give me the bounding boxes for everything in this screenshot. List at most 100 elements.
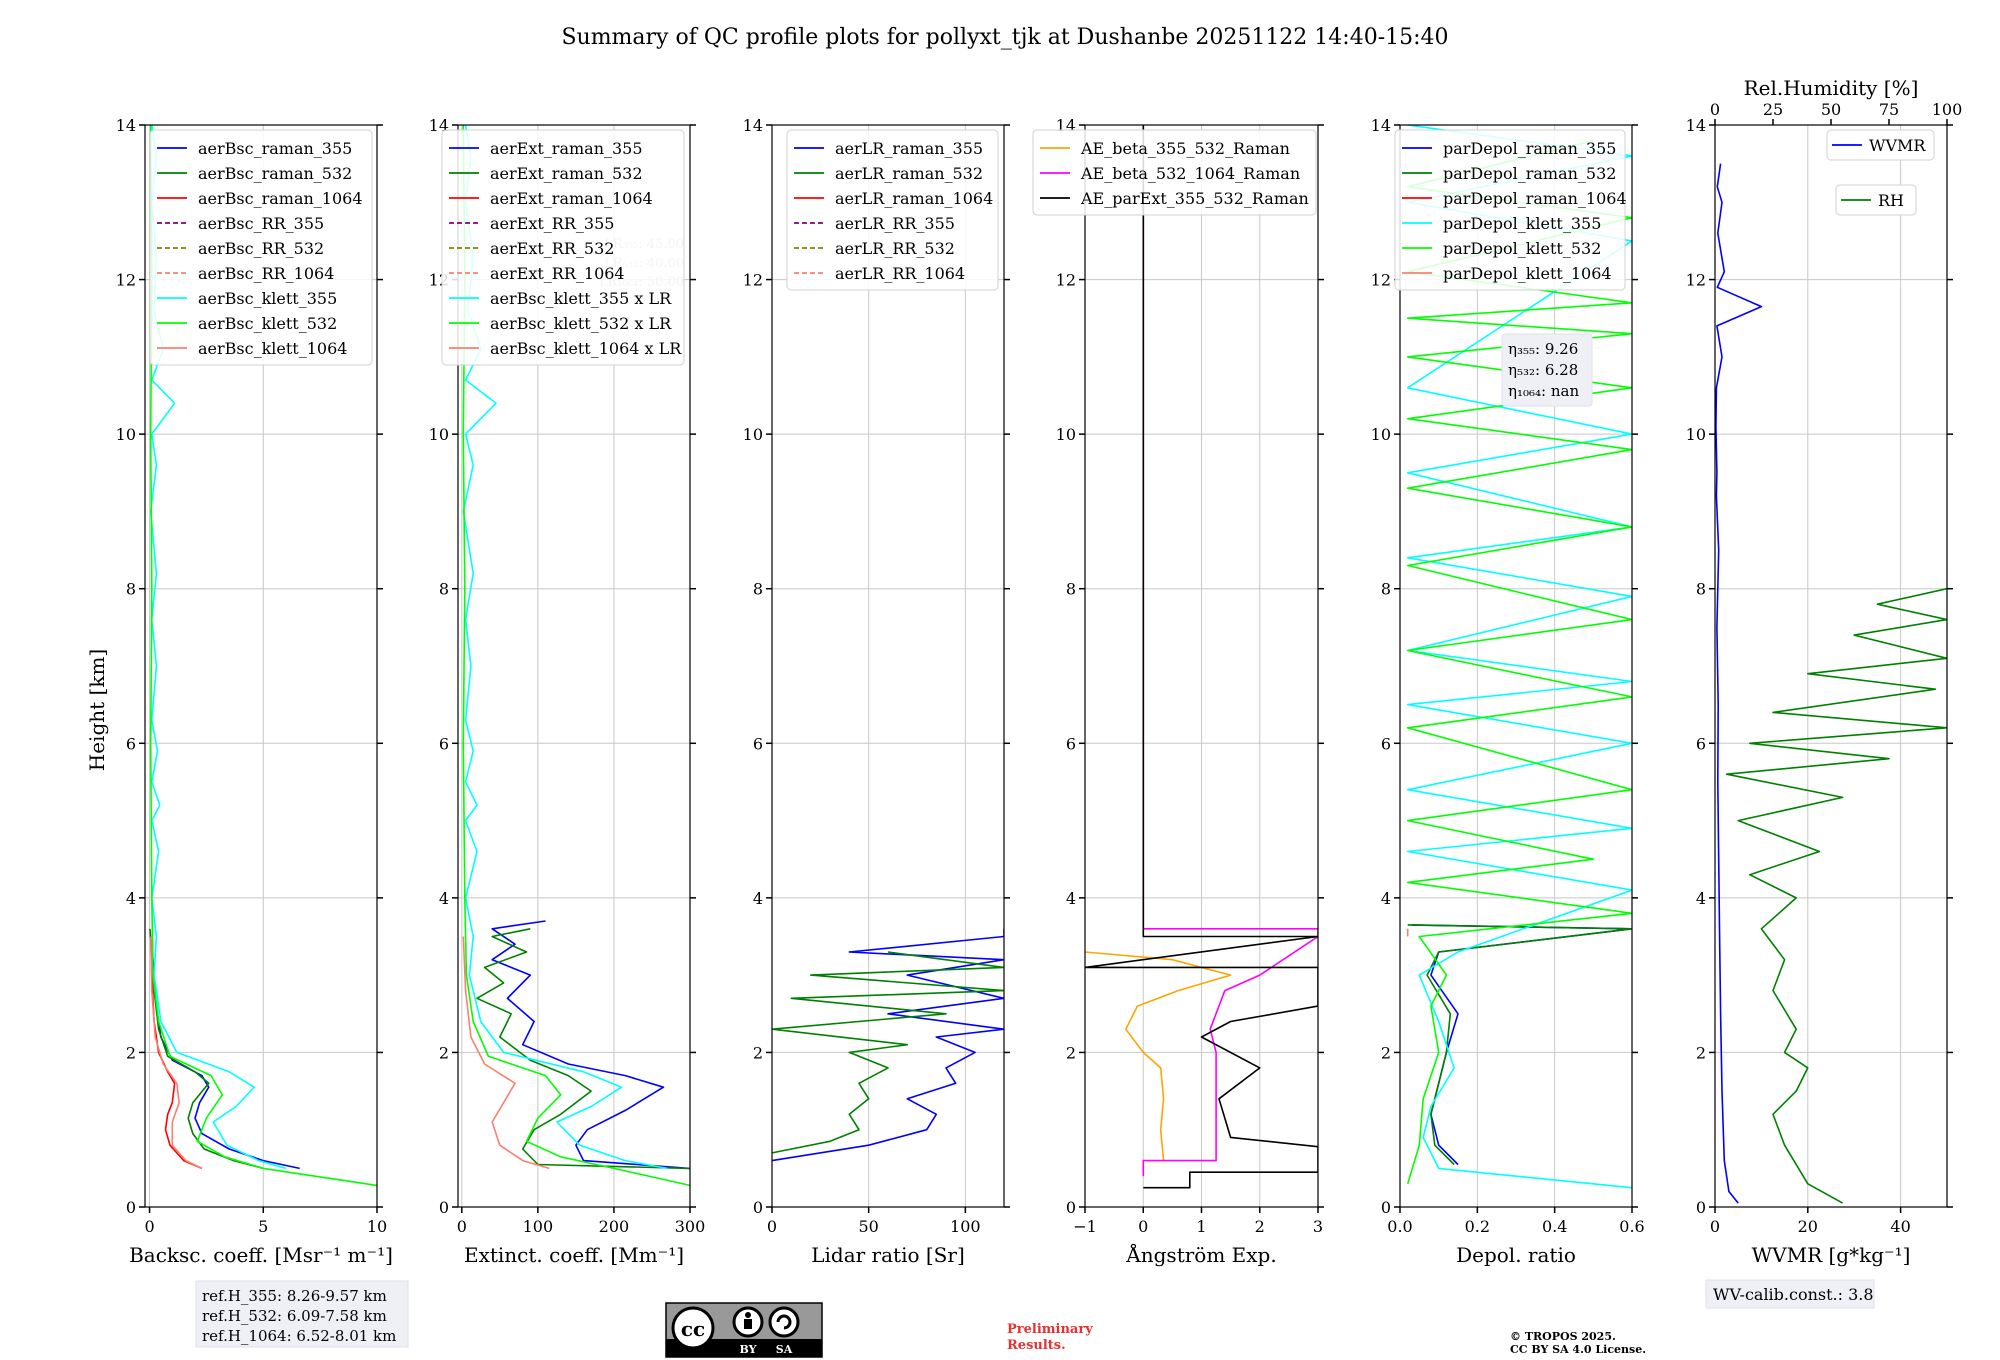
y-tick-label: 2 [1066,1043,1076,1062]
x-tick-label: 0 [1138,1217,1148,1236]
wv-calib-box: WV-calib.const.: 3.8 [1705,1279,1875,1309]
legend-label: parDepol_raman_1064 [1443,189,1627,208]
cc-icon [671,1306,715,1350]
license-sa: SA [776,1343,793,1356]
axes-frame [1399,124,1633,1208]
legend-label: aerBsc_klett_532 x LR [490,314,672,333]
series-parDepol_klett_532 [1406,139,1632,1185]
wv-calib-text: WV-calib.const.: 3.8 [1713,1285,1874,1304]
preliminary-line-1: Preliminary [1007,1322,1093,1337]
axes-frame [771,124,1005,1208]
legend-box [441,129,685,366]
series-aerBsc_klett_532 [149,125,377,1187]
x-tick-label: 0.4 [1542,1217,1567,1236]
series-group [1715,163,1947,1204]
x-tick-label: 0.6 [1619,1217,1644,1236]
legend-label: parDepol_klett_1064 [1443,264,1612,283]
refh-532: ref.H_532: 6.09-7.58 km [202,1307,387,1325]
y-tick-label: 14 [743,116,763,135]
top-x-tick-label: 75 [1879,100,1899,119]
copyright-line-2: CC BY SA 4.0 License. [1510,1343,1646,1356]
eta-note: η₃₅₅: 9.26 [1508,340,1578,358]
y-tick-label: 6 [1696,734,1706,753]
x-tick-label: 0 [144,1217,154,1236]
y-tick-label: 0 [439,1198,449,1217]
series-aerBsc_klett_1064 x LR [462,936,550,1170]
y-tick-label: 6 [126,734,136,753]
top-axis-label: Rel.Humidity [%] [1744,76,1919,100]
x-tick-label: 0 [767,1217,777,1236]
share-alike-icon [768,1306,800,1338]
legend-label: aerBsc_raman_355 [198,139,352,158]
y-tick-label: 12 [1056,271,1076,290]
x-axis-label: WVMR [g*kg⁻¹] [1752,1243,1911,1267]
y-tick-label: 14 [116,116,136,135]
y-tick-label: 8 [1066,580,1076,599]
x-tick-label: 0 [1710,1217,1720,1236]
series-aerLR_raman_532 [772,951,1004,1154]
gridlines [1084,124,1319,1208]
legend-label: aerExt_RR_355 [490,214,614,233]
legend-label: aerBsc_klett_1064 x LR [490,339,682,358]
legend-label: aerBsc_klett_1064 [198,339,347,358]
y-tick-label: 10 [743,425,763,444]
figure-title: Summary of QC profile plots for pollyxt_… [561,25,1448,50]
y-tick-label: 0 [1696,1198,1706,1217]
legend-label: AE_beta_355_532_Raman [1080,139,1290,158]
series-AE_beta_355_532_Raman [1085,951,1232,1161]
y-tick-label: 2 [753,1043,763,1062]
series-aerExt_raman_532 [476,928,690,1170]
legend-box [149,129,373,366]
svg-text:cc: cc [681,1317,705,1341]
preliminary-line-2: Results. [1007,1338,1066,1353]
legend: parDepol_raman_355 parDepol_raman_532 parD… [1394,129,1627,291]
series-group [1085,125,1318,1189]
y-tick-label: 2 [439,1043,449,1062]
legend-label: aerExt_raman_1064 [490,189,653,208]
y-tick-label: 2 [1696,1043,1706,1062]
legend-label: aerLR_raman_532 [835,164,983,183]
refh-355: ref.H_355: 8.26-9.57 km [202,1287,387,1305]
legend-label: parDepol_raman_532 [1443,164,1616,183]
legend-label: parDepol_klett_532 [1443,239,1601,258]
series-parDepol_klett_355 [1406,125,1632,1189]
x-tick-label: 100 [523,1217,554,1236]
axes-frame [457,124,691,1208]
y-tick-label: 12 [1686,271,1706,290]
axes-frame [144,124,378,1208]
x-tick-label: 3 [1313,1217,1323,1236]
y-tick-label: 4 [126,889,136,908]
y-tick-label: 2 [1381,1043,1391,1062]
legend-label: AE_parExt_355_532_Raman [1080,189,1309,208]
y-tick-label: 14 [1371,116,1391,135]
y-tick-label: 4 [1381,889,1391,908]
y-tick-label: 10 [116,425,136,444]
legend-label: aerBsc_klett_355 x LR [490,289,672,308]
x-tick-label: 0 [457,1217,467,1236]
x-axis-label: Extinct. coeff. [Mm⁻¹] [464,1243,684,1267]
gridlines [1714,124,1947,1208]
series-parDepol_raman_532 [1407,924,1632,1166]
axes-frame [1714,124,1948,1208]
eta-notes: η₃₅₅: 9.26 η₅₃₂: 6.28 η₁₀₆₄: nan [1501,333,1593,407]
x-tick-label: 50 [858,1217,878,1236]
series-group [772,928,1004,1162]
y-tick-label: 2 [126,1043,136,1062]
refh-1064: ref.H_1064: 6.52-8.01 km [202,1327,396,1345]
top-x-tick-label: 0 [1710,100,1720,119]
legend: aerLR_raman_355 aerLR_raman_532 aerLR_rama… [786,129,999,291]
x-axis-label: Lidar ratio [Sr] [811,1243,965,1267]
x-tick-label: 20 [1798,1217,1818,1236]
legend-box [1826,129,1935,161]
eta-box [1501,333,1593,407]
series-AE_beta_532_1064_Raman [1142,125,1318,1177]
y-tick-label: 8 [1696,580,1706,599]
series-RH [1725,587,1947,1204]
legend-box [1032,129,1317,216]
y-tick-label: 12 [116,271,136,290]
y-tick-label: 14 [1686,116,1706,135]
series-group [1406,125,1632,1189]
